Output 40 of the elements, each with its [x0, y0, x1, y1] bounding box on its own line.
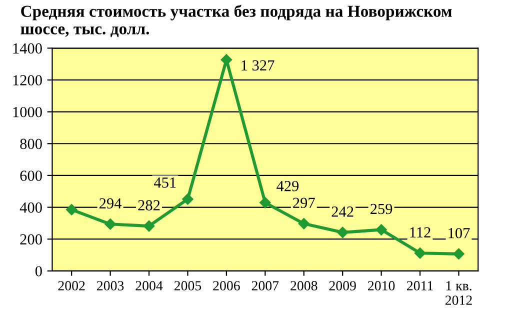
x-tick-label: 2009 — [329, 281, 356, 290]
x-tick-label: 2006 — [213, 281, 240, 290]
point — [260, 197, 271, 208]
point — [143, 220, 155, 232]
x-tick-label: 2010 — [368, 281, 395, 290]
text: 112 — [410, 227, 430, 238]
x-tick-label: 2011 — [407, 281, 433, 290]
text: 297 — [293, 198, 315, 208]
x-tick-label: 1 кв. 2012 — [445, 281, 472, 305]
text: 282 — [138, 200, 160, 210]
y-tick-label: 1400 — [13, 43, 42, 54]
x-tick-label: 2003 — [97, 281, 124, 290]
point — [376, 224, 387, 236]
x-tick-label: 2002 — [58, 281, 85, 290]
point — [66, 204, 78, 216]
point — [414, 247, 426, 259]
point — [298, 218, 310, 230]
chart-title: Средняя стоимость участка без подряда на Новорижском шоссе, тыс. долл. — [20, 4, 452, 38]
point — [104, 218, 116, 230]
text: 242 — [332, 206, 354, 217]
y-tick-label: 800 — [20, 138, 42, 150]
x-tick-label: 2007 — [252, 281, 279, 290]
text: 429 — [276, 180, 299, 192]
text: 107 — [448, 228, 470, 238]
x-tick-label: 2004 — [136, 281, 163, 290]
y-tick-label: 200 — [20, 234, 42, 245]
point — [453, 248, 464, 260]
text: 451 — [154, 177, 176, 188]
y-tick-label: 600 — [20, 170, 42, 181]
point — [336, 226, 348, 238]
text: 294 — [100, 198, 122, 209]
y-tick-label: 0 — [35, 266, 42, 276]
x-tick-label: 2005 — [174, 281, 202, 290]
y-tick-label: 1000 — [13, 106, 42, 118]
text: 259 — [370, 204, 392, 214]
point — [182, 194, 194, 205]
y-tick-label: 1200 — [13, 75, 42, 86]
y-tick-label: 400 — [20, 202, 42, 213]
x-tick-label: 2008 — [290, 281, 318, 290]
text: 1 327 — [242, 60, 274, 71]
